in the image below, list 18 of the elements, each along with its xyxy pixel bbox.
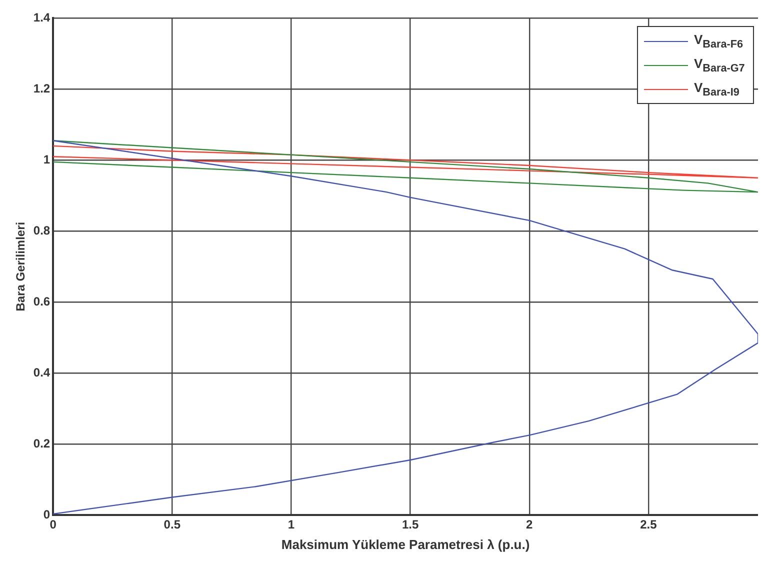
y-tick-label: 1 bbox=[43, 152, 50, 166]
y-tick-label: 0.8 bbox=[33, 223, 50, 238]
y-axis-title: Bara Gerilimleri bbox=[14, 222, 28, 312]
y-tick-label: 1.4 bbox=[33, 10, 50, 25]
x-tick-label: 1 bbox=[288, 518, 295, 532]
legend-label: V$_{Bara-G7}$ bbox=[694, 56, 745, 74]
legend-label: V$_{Bara-I9}$ bbox=[694, 80, 740, 98]
x-tick-label: 2.5 bbox=[640, 518, 658, 532]
y-tick-label: 0.4 bbox=[33, 365, 50, 380]
x-axis-title: Maksimum Yükleme Parametresi λ (p.u.) bbox=[281, 536, 530, 552]
y-tick-label: 0.6 bbox=[33, 294, 50, 308]
x-tick-label: 2 bbox=[526, 518, 534, 532]
x-tick-label: 0.5 bbox=[164, 518, 181, 532]
legend-label: V$_{Bara-F6}$ bbox=[694, 32, 743, 50]
y-tick-label: 1.2 bbox=[33, 81, 50, 96]
y-tick-label: 0 bbox=[43, 507, 50, 522]
y-tick-label: 0.2 bbox=[33, 436, 50, 450]
x-tick-label: 1.5 bbox=[402, 518, 419, 532]
